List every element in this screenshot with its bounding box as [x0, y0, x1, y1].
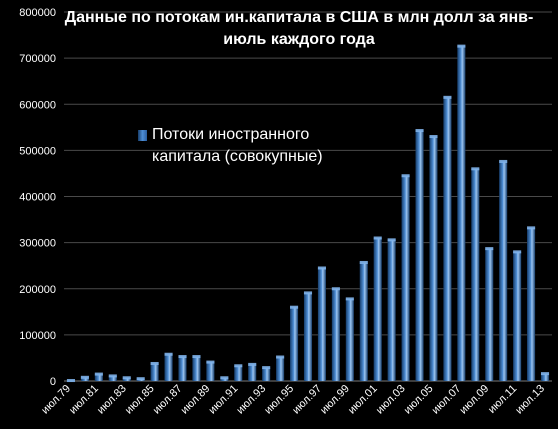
x-tick-label: июл.93	[234, 383, 268, 417]
chart-title-line-1: Данные по потокам ин.капитала в США в мл…	[64, 9, 534, 26]
bar	[345, 297, 354, 381]
y-tick-label: 100000	[19, 330, 56, 342]
y-tick-label: 600000	[19, 99, 56, 111]
bar	[499, 159, 508, 381]
bar	[513, 250, 522, 381]
x-tick-label: июл.79	[39, 383, 73, 417]
bar	[192, 355, 201, 381]
bar	[303, 291, 313, 381]
y-tick-label: 0	[50, 376, 56, 388]
bar	[373, 236, 382, 381]
bar	[178, 355, 187, 381]
x-tick-label: июл.81	[67, 383, 101, 417]
bar	[164, 352, 173, 381]
x-tick-label: июл.99	[318, 383, 352, 417]
x-tick-label: июл.09	[458, 383, 492, 417]
x-tick-label: июл.85	[123, 383, 157, 417]
bar	[527, 226, 536, 381]
x-tick-label: июл.89	[179, 383, 213, 417]
bar	[262, 366, 271, 381]
bar	[331, 287, 340, 381]
x-tick-label: июл.13	[513, 383, 547, 417]
legend-label: Потоки иностранного капитала (совокупные…	[152, 124, 323, 168]
x-tick-label: июл.87	[151, 383, 185, 417]
bar	[220, 376, 229, 381]
bar	[429, 135, 438, 381]
bar	[66, 379, 76, 383]
y-tick-label: 200000	[19, 284, 56, 296]
y-tick-label: 300000	[19, 238, 56, 250]
bar	[415, 129, 424, 381]
x-tick-label: июл.11	[486, 383, 519, 416]
x-tick-label: июл.05	[402, 383, 436, 417]
x-tick-label: июл.91	[207, 383, 241, 417]
bar	[94, 372, 103, 381]
legend-label-line-1: Потоки иностранного	[152, 126, 310, 143]
bar	[387, 238, 396, 381]
bar	[359, 260, 368, 381]
legend-label-line-2: капитала (совокупные)	[152, 148, 323, 165]
bar	[471, 167, 480, 381]
legend: Потоки иностранного капитала (совокупные…	[138, 124, 323, 168]
bar	[401, 174, 410, 381]
bar	[136, 377, 145, 381]
x-tick-label: июл.83	[95, 383, 129, 417]
y-tick-label: 700000	[19, 53, 56, 65]
bar	[485, 247, 494, 381]
x-tick-label: июл.07	[430, 383, 464, 417]
bar	[457, 44, 466, 381]
legend-swatch	[138, 130, 147, 141]
bar	[206, 360, 215, 381]
y-tick-label: 400000	[19, 192, 56, 204]
chart-title-line-2: июль каждого года	[223, 31, 375, 48]
bar	[234, 364, 243, 381]
x-tick-label: июл.03	[374, 383, 408, 417]
bar	[248, 362, 257, 381]
bar	[443, 95, 452, 382]
chart-title: Данные по потокам ин.капитала в США в мл…	[40, 7, 558, 51]
x-tick-label: июл.97	[290, 383, 324, 417]
bar	[80, 375, 89, 381]
bar	[317, 266, 326, 381]
y-tick-label: 500000	[19, 145, 56, 157]
bar	[108, 374, 117, 381]
bar	[150, 361, 159, 381]
x-tick-label: июл.01	[346, 383, 380, 417]
bar	[290, 305, 299, 381]
x-tick-label: июл.95	[262, 383, 296, 417]
y-tick-label: 800000	[19, 7, 56, 19]
bar	[122, 376, 131, 381]
bar	[276, 355, 285, 381]
bar	[540, 372, 550, 381]
